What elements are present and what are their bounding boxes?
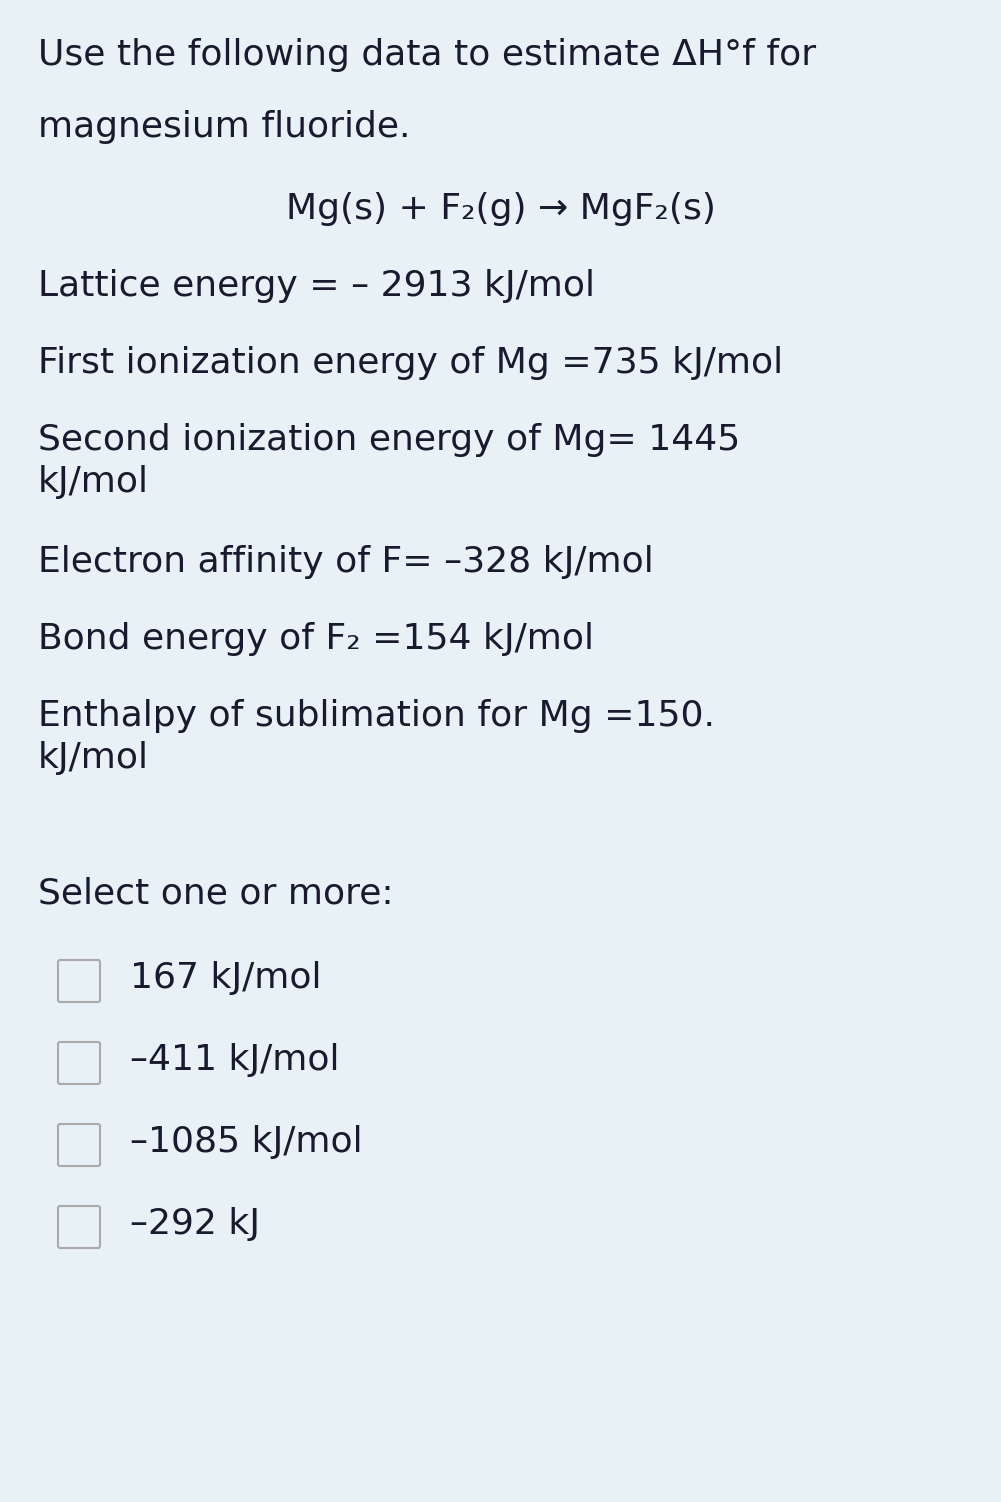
Text: –411 kJ/mol: –411 kJ/mol <box>130 1042 339 1077</box>
Text: Use the following data to estimate ΔH°f for: Use the following data to estimate ΔH°f … <box>38 38 816 72</box>
Text: Lattice energy = – 2913 kJ/mol: Lattice energy = – 2913 kJ/mol <box>38 269 595 303</box>
FancyBboxPatch shape <box>58 1123 100 1166</box>
Text: Bond energy of F₂ =154 kJ/mol: Bond energy of F₂ =154 kJ/mol <box>38 622 594 656</box>
Text: 167 kJ/mol: 167 kJ/mol <box>130 961 321 994</box>
Text: –1085 kJ/mol: –1085 kJ/mol <box>130 1125 362 1160</box>
Text: First ionization energy of Mg =735 kJ/mol: First ionization energy of Mg =735 kJ/mo… <box>38 345 783 380</box>
Text: Electron affinity of F= –328 kJ/mol: Electron affinity of F= –328 kJ/mol <box>38 545 654 578</box>
FancyBboxPatch shape <box>58 1042 100 1084</box>
Text: kJ/mol: kJ/mol <box>38 740 149 775</box>
Text: Second ionization energy of Mg= 1445: Second ionization energy of Mg= 1445 <box>38 424 741 457</box>
FancyBboxPatch shape <box>58 960 100 1002</box>
Text: Mg(s) + F₂(g) → MgF₂(s): Mg(s) + F₂(g) → MgF₂(s) <box>286 192 716 225</box>
Text: kJ/mol: kJ/mol <box>38 466 149 499</box>
Text: magnesium fluoride.: magnesium fluoride. <box>38 110 410 144</box>
Text: Enthalpy of sublimation for Mg =150.: Enthalpy of sublimation for Mg =150. <box>38 698 715 733</box>
Text: –292 kJ: –292 kJ <box>130 1208 260 1241</box>
FancyBboxPatch shape <box>58 1206 100 1248</box>
Text: Select one or more:: Select one or more: <box>38 876 393 910</box>
